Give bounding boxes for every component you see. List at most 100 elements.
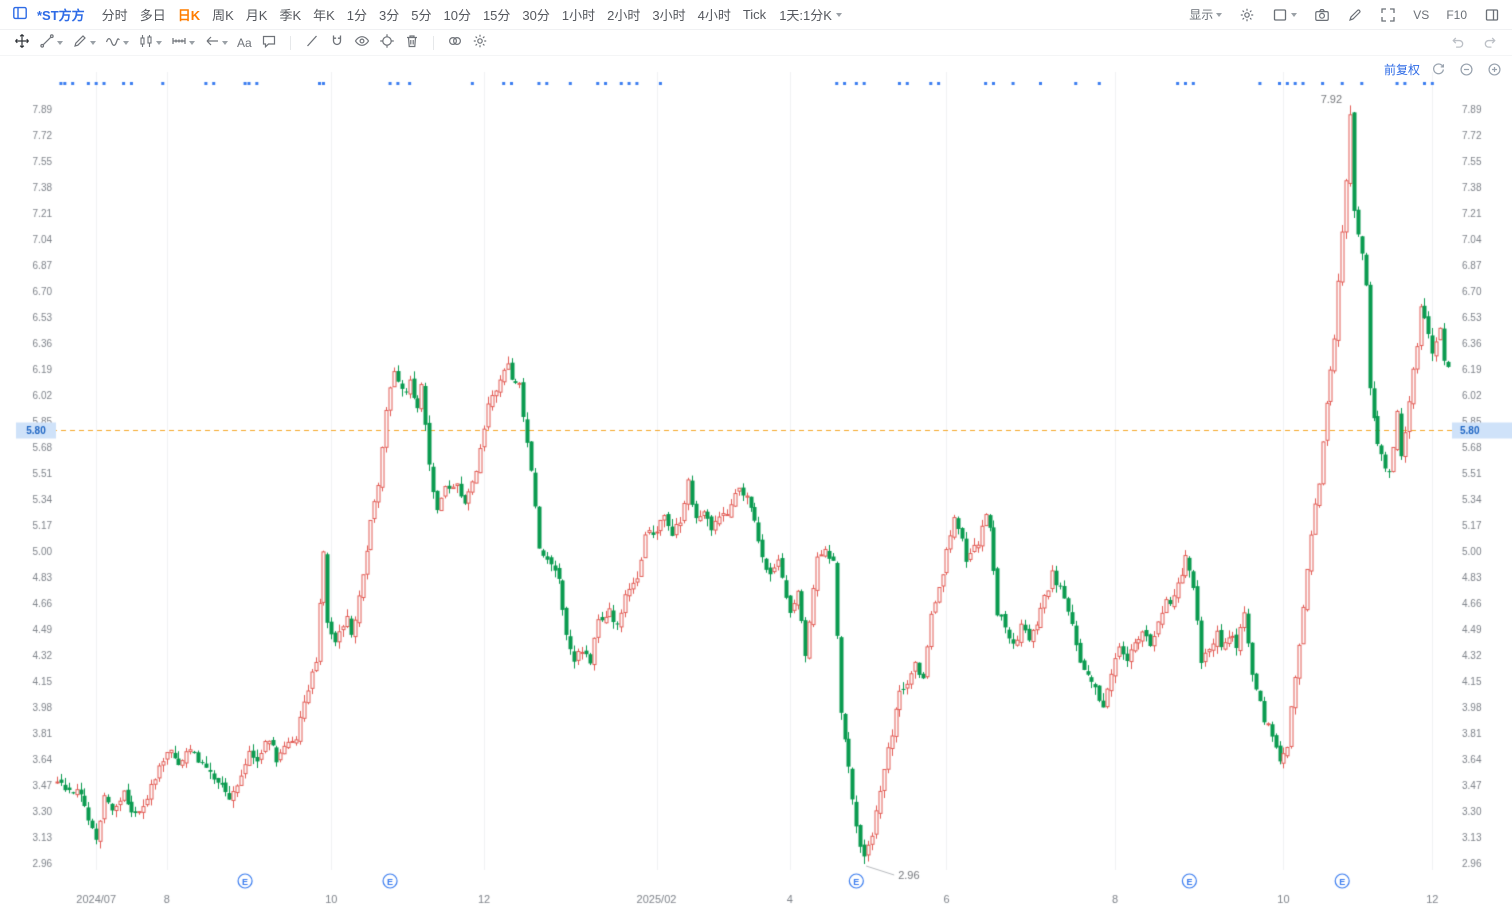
reset-zoom-icon xyxy=(1431,62,1446,77)
redo-button[interactable] xyxy=(1481,32,1500,54)
brush-tool-button[interactable] xyxy=(70,31,98,54)
period-tab[interactable]: 分时 xyxy=(96,2,134,27)
comment-icon xyxy=(261,33,277,52)
text-tool-label: Aa xyxy=(237,35,252,50)
gear-icon xyxy=(472,33,488,52)
period-tab[interactable]: 30分 xyxy=(516,2,555,27)
toolbar-divider xyxy=(289,35,291,50)
custom-period-dropdown[interactable]: 1天:1分K xyxy=(773,2,848,27)
period-tab[interactable]: 3分 xyxy=(373,2,405,27)
trendline-tool-icon xyxy=(39,33,55,52)
magnet-tool-button[interactable] xyxy=(327,31,347,54)
hide-drawings-button[interactable] xyxy=(352,31,372,54)
undo-redo-group xyxy=(1448,32,1500,54)
chevron-down-icon xyxy=(90,40,96,45)
trash-icon xyxy=(404,33,420,52)
right-panel-toggle[interactable] xyxy=(1482,5,1502,25)
locate-button[interactable] xyxy=(377,31,397,54)
wave-tool-icon xyxy=(105,33,121,52)
chevron-down-icon xyxy=(1291,12,1298,17)
chevron-down-icon xyxy=(189,40,195,45)
pen-icon xyxy=(1347,7,1363,23)
period-tab[interactable]: 10分 xyxy=(437,2,476,27)
chart-area: 前复权 xyxy=(0,56,1512,918)
reset-zoom-button[interactable] xyxy=(1429,60,1448,79)
period-tab[interactable]: 3小时 xyxy=(646,2,691,27)
undo-button[interactable] xyxy=(1448,32,1467,54)
drawing-settings-button[interactable] xyxy=(470,31,490,54)
note-tool-button[interactable] xyxy=(259,31,279,54)
move-tool-button[interactable] xyxy=(12,31,32,54)
period-tab[interactable]: 月K xyxy=(240,2,274,27)
compare-icon xyxy=(447,33,463,52)
undo-icon xyxy=(1450,34,1465,52)
chart-panel-button[interactable] xyxy=(10,3,30,26)
zoom-in-button[interactable] xyxy=(1485,60,1504,79)
chevron-down-icon xyxy=(1216,12,1223,17)
trendline-tool-button[interactable] xyxy=(37,31,65,54)
period-tab[interactable]: 5分 xyxy=(405,2,437,27)
top-toolbar-right: 显示 VS F10 xyxy=(1187,4,1502,25)
drawing-toolbar: Aa xyxy=(0,30,1512,56)
screenshot-button[interactable] xyxy=(1312,5,1332,25)
measure-tool-icon xyxy=(171,33,187,52)
pattern-tool-button[interactable] xyxy=(136,31,164,54)
chevron-down-icon xyxy=(123,40,129,45)
f10-label: F10 xyxy=(1446,7,1467,22)
target-icon xyxy=(379,33,395,52)
slash-tool-button[interactable] xyxy=(302,31,322,54)
period-tab[interactable]: 2小时 xyxy=(601,2,646,27)
chart-panel-icon xyxy=(12,5,28,24)
fullscreen-button[interactable] xyxy=(1378,5,1398,25)
period-tabs: 分时 多日 日K 周K 月K 季K 年K 1分 3分 5分 10分 15分 30分 1小时 2小时 3小时 4小… xyxy=(96,2,773,27)
period-tab[interactable]: 15分 xyxy=(477,2,516,27)
period-tab[interactable]: 日K xyxy=(172,2,206,27)
candlestick-chart[interactable] xyxy=(0,56,1512,918)
chevron-down-icon xyxy=(835,12,842,17)
period-tab[interactable]: 多日 xyxy=(134,2,172,27)
period-tab[interactable]: 1小时 xyxy=(556,2,601,27)
expand-icon xyxy=(1380,7,1396,23)
layout-dropdown[interactable] xyxy=(1270,5,1299,25)
period-tab[interactable]: 周K xyxy=(206,2,240,27)
chart-settings-button[interactable] xyxy=(1237,5,1257,25)
drawing-mode-button[interactable] xyxy=(1345,5,1365,25)
chevron-down-icon xyxy=(222,40,228,45)
brush-tool-icon xyxy=(72,33,88,52)
custom-period-label: 1天:1分K xyxy=(779,8,832,23)
vs-button[interactable]: VS xyxy=(1411,6,1431,24)
arrow-tool-button[interactable] xyxy=(202,31,230,54)
chart-overlay-controls: 前复权 xyxy=(1384,60,1504,79)
adjust-mode-link[interactable]: 前复权 xyxy=(1383,63,1420,77)
gear-icon xyxy=(1239,7,1255,23)
chevron-down-icon xyxy=(57,40,63,45)
layout-icon xyxy=(1272,7,1288,23)
redo-icon xyxy=(1483,34,1498,52)
eye-icon xyxy=(354,33,370,52)
display-dropdown[interactable]: 显示 xyxy=(1187,4,1224,25)
zoom-in-icon xyxy=(1487,62,1502,77)
wave-tool-button[interactable] xyxy=(103,31,131,54)
chevron-down-icon xyxy=(156,40,162,45)
delete-drawings-button[interactable] xyxy=(402,31,422,54)
period-tab[interactable]: 1分 xyxy=(341,2,373,27)
compare-button[interactable] xyxy=(445,31,465,54)
period-tab[interactable]: Tick xyxy=(737,4,772,25)
period-tab[interactable]: 年K xyxy=(307,2,341,27)
vs-label: VS xyxy=(1413,7,1430,22)
stock-name[interactable]: *ST方方 xyxy=(37,8,85,23)
panel-icon xyxy=(1484,7,1500,23)
period-tab[interactable]: 4小时 xyxy=(692,2,737,27)
toolbar-divider xyxy=(432,35,434,50)
period-tab[interactable]: 季K xyxy=(273,2,307,27)
display-label: 显示 xyxy=(1189,8,1214,22)
top-toolbar: *ST方方 分时 多日 日K 周K 月K 季K 年K 1分 3分 5分 10分 15分 30分 1小时 2小… xyxy=(0,0,1512,30)
zoom-out-button[interactable] xyxy=(1457,60,1476,79)
zoom-out-icon xyxy=(1459,62,1474,77)
text-tool-button[interactable]: Aa xyxy=(235,34,254,52)
camera-icon xyxy=(1314,7,1330,23)
arrow-tool-icon xyxy=(204,33,220,52)
magnet-tool-icon xyxy=(329,33,345,52)
f10-button[interactable]: F10 xyxy=(1444,6,1469,24)
measure-tool-button[interactable] xyxy=(169,31,197,54)
